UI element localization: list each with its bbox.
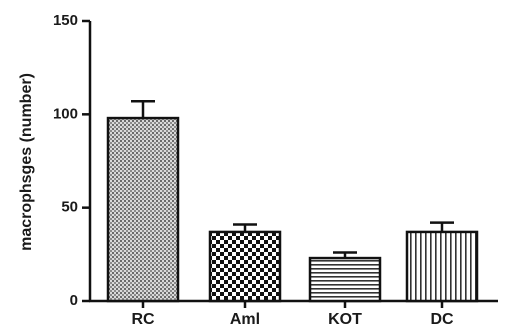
y-tick-label: 50 — [61, 199, 78, 216]
error-bars — [131, 100, 454, 259]
x-tick-label: DC — [430, 311, 454, 328]
y-tick-label: 0 — [70, 292, 78, 309]
x-tick-label: KOT — [328, 311, 362, 328]
y-axis-ticks: 0 50 100 150 — [53, 12, 90, 309]
x-tick-label: Aml — [230, 311, 260, 328]
y-axis-title: macrophsges (number) — [18, 73, 35, 251]
bar-aml — [208, 230, 282, 303]
bars — [106, 116, 479, 303]
y-tick-label: 150 — [53, 12, 78, 29]
x-axis-labels: RC Aml KOT DC — [131, 301, 454, 328]
y-tick-label: 100 — [53, 105, 78, 122]
bar-dc — [405, 230, 479, 303]
bar-rc — [106, 116, 180, 303]
bar-kot — [308, 256, 382, 303]
x-tick-label: RC — [131, 311, 155, 328]
